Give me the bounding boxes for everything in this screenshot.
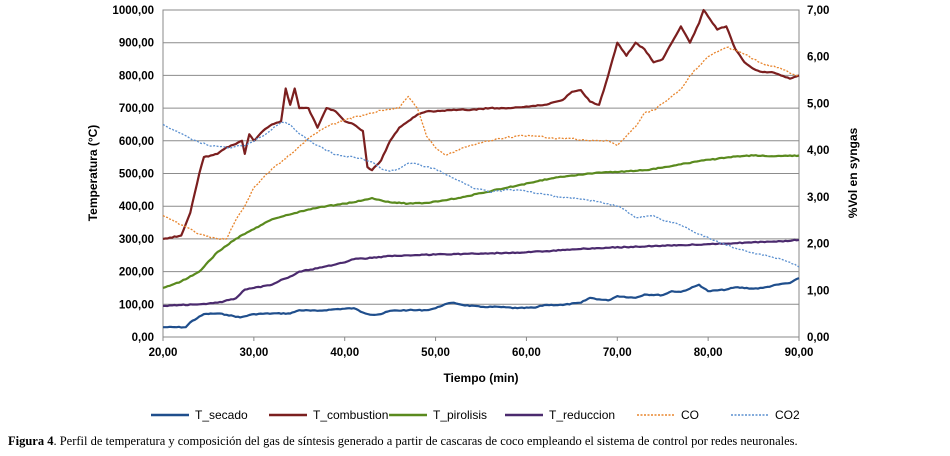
legend-label-co: CO bbox=[681, 408, 699, 422]
series-line-co2 bbox=[162, 121, 800, 268]
series-layer bbox=[162, 8, 800, 329]
y2-tick-label: 6,00 bbox=[807, 52, 829, 64]
y2-tick-label: 5,00 bbox=[807, 98, 829, 110]
y-tick-label: 500,00 bbox=[119, 169, 154, 181]
y2-tick-label: 3,00 bbox=[807, 192, 829, 204]
right-axis-ticks: 0,00 1,00 2,00 3,00 4,00 5,00 6,00 7,00 bbox=[807, 5, 829, 344]
series-line-t-reduccion bbox=[163, 238, 800, 308]
x-axis-ticks: 20,00 30,00 40,00 50,00 60,00 70,00 80,00 90,00 bbox=[149, 337, 814, 359]
legend-label-co2: CO2 bbox=[775, 408, 800, 422]
y-tick-label: 100,00 bbox=[119, 299, 154, 311]
y2-tick-label: 1,00 bbox=[807, 285, 829, 297]
y-tick-label: 800,00 bbox=[119, 70, 154, 82]
y2-tick-label: 2,00 bbox=[807, 239, 829, 251]
y-tick-label: 400,00 bbox=[119, 201, 154, 213]
y2-tick-label: 7,00 bbox=[807, 5, 829, 17]
x-tick-label: 80,00 bbox=[694, 347, 723, 359]
x-axis-title: Tiempo (min) bbox=[443, 371, 518, 385]
x-tick-label: 70,00 bbox=[603, 347, 632, 359]
y-tick-label: 900,00 bbox=[119, 38, 154, 50]
y2-axis-title: %Vol en syngas bbox=[846, 127, 860, 218]
figure-caption-text: . Perfil de temperatura y composición de… bbox=[53, 434, 798, 448]
y-tick-label: 700,00 bbox=[119, 103, 154, 115]
series-line-co bbox=[162, 46, 800, 241]
series-line-t-combustion bbox=[162, 8, 800, 240]
y-tick-label: 1000,00 bbox=[112, 5, 154, 17]
x-tick-label: 20,00 bbox=[149, 347, 178, 359]
figure-label: Figura 4 bbox=[8, 434, 54, 448]
legend: T_secado T_combustion T_pirolisis T_reducci… bbox=[151, 408, 800, 422]
y-tick-label: 600,00 bbox=[119, 136, 154, 148]
y-axis-title: Temperatura (°C) bbox=[86, 125, 100, 222]
x-tick-label: 30,00 bbox=[239, 347, 268, 359]
legend-label-t-combustion: T_combustion bbox=[313, 408, 388, 422]
series-line-t-pirolisis bbox=[162, 154, 800, 289]
plot-frame bbox=[162, 9, 800, 338]
y-tick-label: 200,00 bbox=[119, 267, 154, 279]
x-tick-label: 60,00 bbox=[512, 347, 541, 359]
figure-caption: Figura 4. Perfil de temperatura y compos… bbox=[8, 434, 948, 449]
legend-label-t-secado: T_secado bbox=[195, 408, 248, 422]
y2-tick-label: 4,00 bbox=[807, 145, 829, 157]
x-tick-label: 50,00 bbox=[421, 347, 450, 359]
y-tick-label: 0,00 bbox=[132, 332, 154, 344]
line-chart: 0,00 100,00 200,00 300,00 400,00 500,00 600,00… bbox=[86, 5, 860, 422]
x-tick-label: 40,00 bbox=[330, 347, 359, 359]
series-line-t-secado bbox=[163, 277, 800, 329]
left-axis-ticks: 0,00 100,00 200,00 300,00 400,00 500,00 600,00… bbox=[112, 5, 154, 344]
legend-label-t-reduccion: T_reduccion bbox=[549, 408, 615, 422]
x-tick-label: 90,00 bbox=[785, 347, 814, 359]
legend-label-t-pirolisis: T_pirolisis bbox=[433, 408, 487, 422]
y-tick-label: 300,00 bbox=[119, 234, 154, 246]
y2-tick-label: 0,00 bbox=[807, 332, 829, 344]
